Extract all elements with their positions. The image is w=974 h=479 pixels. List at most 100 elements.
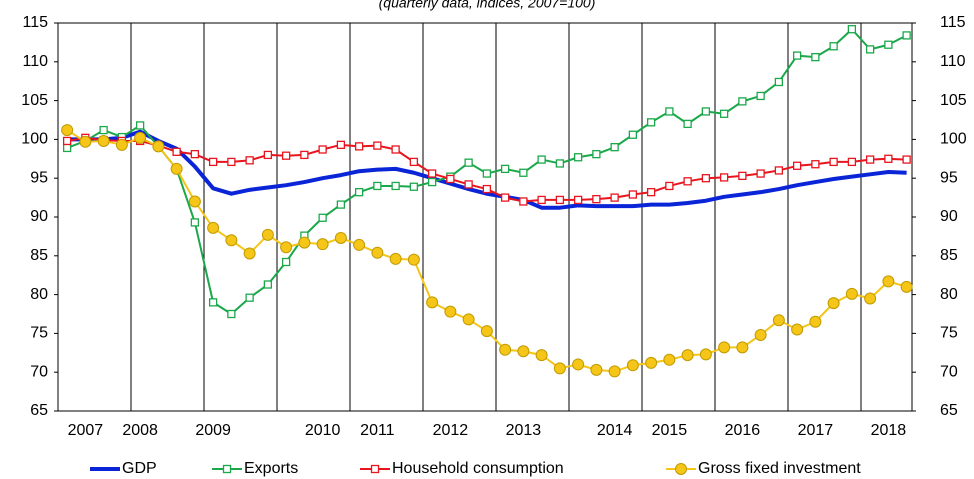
data-point: [245, 293, 254, 302]
data-point: [227, 309, 236, 319]
data-point: [79, 135, 92, 148]
data-point: [701, 107, 711, 116]
y-tick-label: 70: [30, 363, 48, 380]
y-tick-label: 90: [30, 208, 48, 225]
data-point: [152, 140, 165, 153]
data-point: [572, 358, 585, 371]
data-point: [772, 314, 785, 327]
y-tick-label: 85: [30, 247, 48, 264]
data-point: [245, 156, 254, 165]
data-point: [553, 362, 566, 375]
legend-label: Gross fixed investment: [698, 460, 861, 477]
y2-tick-label: 110: [940, 53, 966, 70]
data-point: [628, 130, 638, 139]
data-point: [590, 363, 603, 376]
data-point: [847, 25, 857, 34]
data-point: [208, 298, 218, 307]
data-point: [500, 164, 510, 174]
data-point: [663, 353, 676, 366]
data-point: [263, 280, 273, 289]
data-point: [809, 315, 822, 328]
x-tick-label: 2017: [798, 422, 834, 439]
y2-tick-label: 80: [940, 286, 958, 303]
y2-tick-label: 85: [940, 247, 958, 264]
x-tick-label: 2010: [305, 422, 341, 439]
data-point: [62, 136, 72, 146]
data-point: [300, 150, 309, 160]
chart-subtitle: (quarterly data, indices, 2007=100): [379, 0, 596, 11]
data-point: [756, 169, 765, 178]
data-point: [407, 253, 420, 266]
data-point: [427, 177, 437, 187]
y2-tick-label: 115: [940, 14, 966, 31]
data-point: [738, 97, 747, 106]
data-point: [645, 356, 658, 369]
data-point: [792, 51, 802, 60]
data-point: [736, 341, 749, 354]
y2-tick-label: 75: [940, 325, 958, 342]
data-point: [683, 177, 692, 186]
data-point: [172, 147, 181, 156]
data-point: [864, 292, 877, 305]
data-point: [865, 155, 875, 164]
data-point: [261, 228, 274, 241]
data-point: [336, 200, 346, 209]
x-tick-label: 2008: [122, 422, 158, 439]
data-point: [865, 45, 875, 54]
data-point: [555, 159, 565, 168]
data-point: [225, 234, 238, 247]
data-point: [884, 154, 893, 163]
data-point: [683, 119, 692, 129]
data-point: [135, 121, 145, 130]
data-point: [464, 180, 473, 189]
data-point: [373, 181, 382, 191]
legend-label: GDP: [122, 460, 157, 477]
data-point: [608, 365, 621, 378]
data-point: [426, 296, 439, 309]
data-point: [336, 140, 346, 149]
data-point: [263, 150, 273, 160]
data-point: [316, 238, 329, 251]
data-point: [681, 349, 694, 362]
y-tick-label: 75: [30, 325, 48, 342]
y2-tick-label: 105: [940, 92, 967, 109]
data-point: [573, 153, 583, 162]
data-point: [134, 131, 147, 144]
data-point: [409, 157, 419, 167]
data-point: [519, 168, 528, 177]
data-point: [170, 162, 183, 175]
data-point: [519, 197, 528, 206]
y-tick-label: 95: [30, 169, 48, 186]
data-point: [318, 213, 327, 222]
x-tick-label: 2011: [360, 422, 395, 439]
data-point: [555, 195, 565, 205]
data-point: [391, 181, 400, 191]
data-point: [718, 341, 731, 354]
data-point: [701, 174, 711, 183]
data-point: [774, 77, 784, 87]
data-point: [884, 40, 893, 49]
y-tick-label: 65: [30, 402, 48, 419]
data-point: [738, 171, 747, 181]
data-point: [699, 348, 712, 361]
data-point: [318, 145, 327, 154]
y-tick-label: 80: [30, 286, 48, 303]
data-point: [61, 124, 74, 137]
data-point: [62, 143, 72, 153]
data-point: [719, 109, 729, 118]
data-point: [537, 155, 546, 164]
data-point: [500, 193, 510, 202]
y2-tick-label: 100: [940, 131, 967, 148]
data-point: [628, 190, 638, 199]
y-tick-label: 100: [21, 131, 48, 148]
data-point: [827, 297, 840, 310]
data-point: [535, 349, 548, 362]
data-point: [298, 236, 311, 249]
data-point: [227, 157, 236, 167]
x-tick-label: 2012: [433, 422, 469, 439]
series-line: [67, 129, 907, 210]
data-point: [646, 118, 656, 127]
data-point: [371, 246, 384, 259]
data-point: [792, 161, 802, 170]
